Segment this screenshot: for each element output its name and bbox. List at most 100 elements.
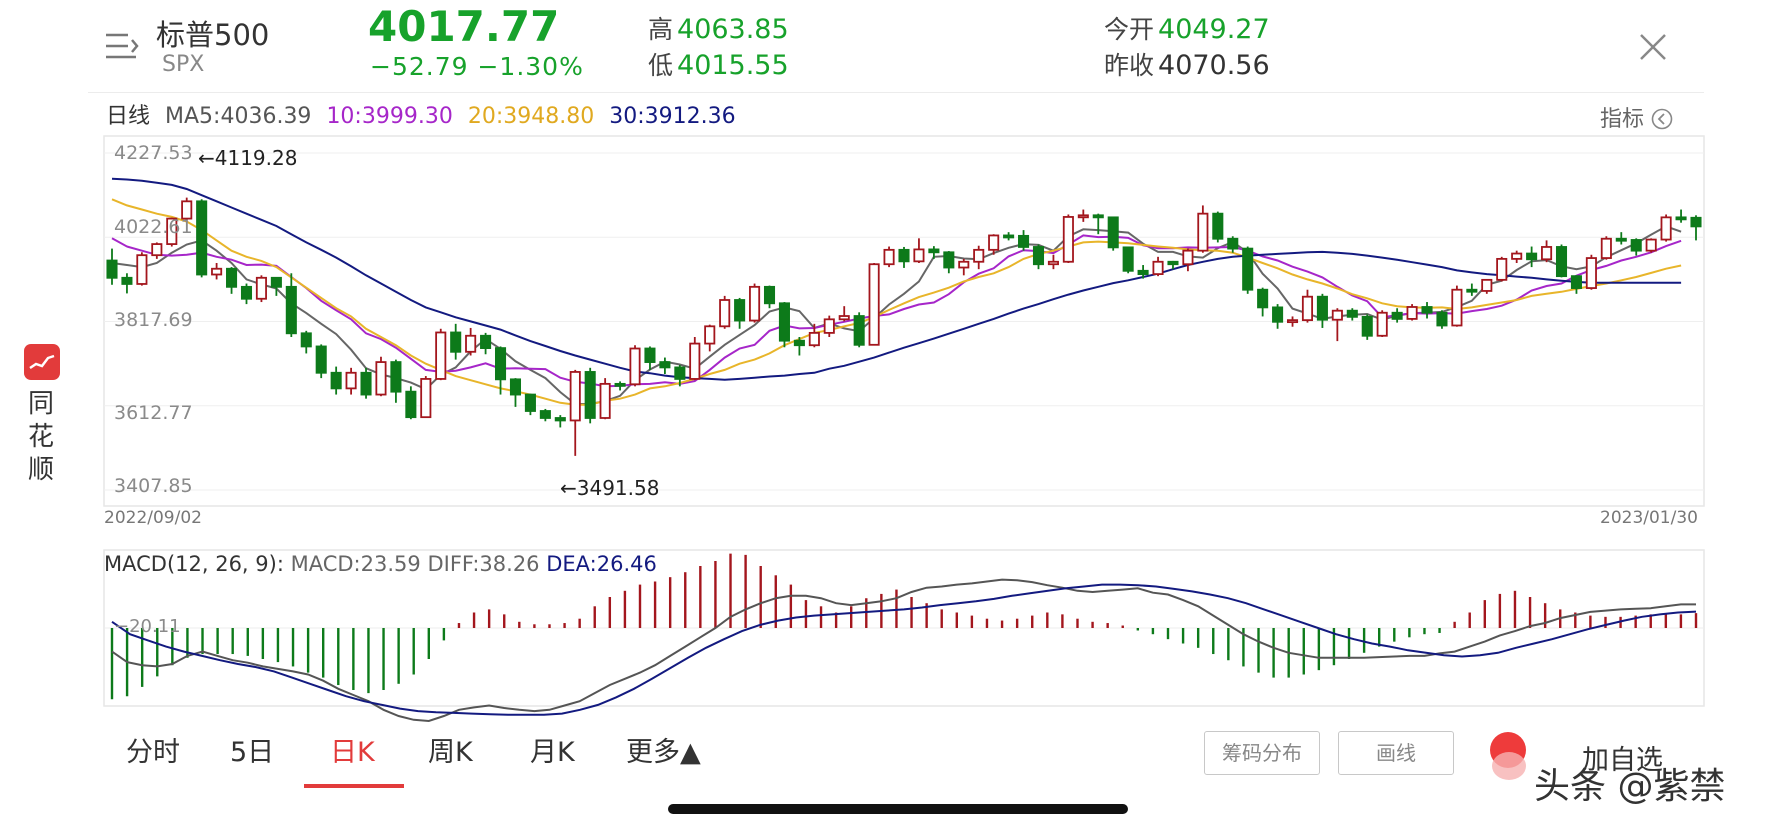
- macd-y-tick: −20.11: [114, 616, 181, 637]
- candle: [315, 344, 327, 379]
- candle: [480, 332, 492, 355]
- candle: [1227, 236, 1239, 253]
- chip-distribution-button[interactable]: 筹码分布: [1204, 731, 1320, 775]
- candle: [106, 248, 118, 285]
- candle: [614, 381, 626, 391]
- candle: [763, 285, 776, 309]
- candle: [569, 369, 581, 456]
- macd-legend: MACD(12, 26, 9): MACD:23.59 DIFF:38.26 D…: [104, 552, 657, 576]
- candle: [1092, 213, 1104, 235]
- active-tab-indicator: [304, 784, 404, 788]
- candle: [1376, 310, 1388, 337]
- candle: [1197, 205, 1209, 253]
- candle: [390, 359, 402, 403]
- tab-intraday[interactable]: 分时: [126, 737, 180, 768]
- candle: [1675, 209, 1687, 223]
- candle: [166, 217, 178, 247]
- tab-daily-k[interactable]: 日K: [330, 737, 375, 768]
- candle: [719, 295, 731, 329]
- candle: [1316, 293, 1328, 328]
- candle: [1481, 278, 1493, 294]
- tab-monthly-k[interactable]: 月K: [530, 737, 575, 768]
- macd-value: MACD:23.59: [290, 552, 421, 576]
- ma-line-20: [111, 198, 1682, 406]
- candle: [360, 367, 372, 399]
- tab-weekly-k[interactable]: 周K: [428, 737, 473, 768]
- prev-close-quote: 昨收 4070.56: [1104, 50, 1270, 81]
- draw-line-button[interactable]: 画线: [1338, 731, 1454, 775]
- watermark: 头条 @紫禁: [1534, 766, 1726, 807]
- candle: [1555, 244, 1568, 278]
- candle: [1167, 260, 1179, 270]
- candle: [1242, 246, 1254, 294]
- candle: [808, 323, 820, 348]
- y-tick-1: 4022.61: [114, 216, 193, 238]
- candle: [1660, 214, 1672, 242]
- candle: [1511, 250, 1523, 263]
- candle: [405, 386, 417, 420]
- last-price: 4017.77: [368, 2, 560, 51]
- candle: [793, 336, 805, 356]
- indicator-button[interactable]: 指标: [1600, 101, 1673, 133]
- candle: [1272, 304, 1284, 329]
- ma30-value: 30:3912.36: [609, 104, 736, 129]
- candle: [1047, 254, 1059, 270]
- candle: [913, 238, 925, 263]
- tab-5day[interactable]: 5日: [230, 737, 275, 768]
- candle: [629, 345, 641, 387]
- dea-value: DEA:26.46: [546, 552, 657, 576]
- candle: [1346, 308, 1358, 321]
- candle: [375, 356, 387, 397]
- stock-name: 标普500: [156, 18, 270, 52]
- y-tick-0: 4227.53: [114, 142, 193, 164]
- candle: [749, 283, 761, 323]
- candle: [898, 246, 910, 268]
- candle: [599, 378, 611, 420]
- candle: [226, 267, 238, 294]
- candle: [644, 346, 656, 370]
- candle: [778, 302, 790, 348]
- candle: [1451, 285, 1463, 327]
- candle: [928, 246, 940, 259]
- candle: [1152, 256, 1164, 277]
- candle: [151, 242, 163, 259]
- candle: [1361, 314, 1373, 340]
- min-marker: ←3491.58: [560, 476, 660, 500]
- add-watchlist-button[interactable]: 加自选: [1582, 745, 1663, 776]
- ma-legend: 日线 MA5:4036.39 10:3999.30 20:3948.80 30:…: [106, 98, 744, 130]
- period-label: 日线: [106, 104, 151, 129]
- candle: [1690, 215, 1702, 241]
- candle: [465, 327, 477, 356]
- candle: [1391, 308, 1403, 323]
- candle: [1077, 209, 1089, 222]
- candle: [1526, 246, 1538, 268]
- menu-icon[interactable]: [106, 32, 140, 60]
- tab-more[interactable]: 更多▲: [626, 737, 701, 768]
- candle: [584, 367, 596, 424]
- candle: [1018, 230, 1030, 251]
- tonghuashun-logo-icon[interactable]: [24, 344, 60, 380]
- candle: [494, 346, 507, 395]
- candle: [958, 258, 970, 276]
- candle: [539, 408, 551, 422]
- candle: [1436, 310, 1448, 329]
- ma-line-10: [111, 234, 1682, 388]
- candle: [524, 393, 536, 416]
- candle: [121, 273, 133, 294]
- price-change: −52.79 −1.30%: [370, 52, 584, 81]
- candle: [554, 415, 566, 428]
- macd-title: MACD(12, 26, 9):: [104, 552, 284, 576]
- candle: [988, 234, 1000, 255]
- open-quote: 今开 4049.27: [1104, 14, 1270, 45]
- candle: [300, 330, 312, 354]
- candle: [420, 376, 432, 419]
- candle: [509, 378, 522, 407]
- close-icon[interactable]: [1638, 32, 1668, 62]
- candle: [1286, 316, 1299, 327]
- candle: [1585, 254, 1597, 290]
- candle: [196, 199, 208, 278]
- high-quote: 高 4063.85: [648, 14, 789, 45]
- y-tick-4: 3407.85: [114, 475, 193, 497]
- candle: [838, 306, 850, 322]
